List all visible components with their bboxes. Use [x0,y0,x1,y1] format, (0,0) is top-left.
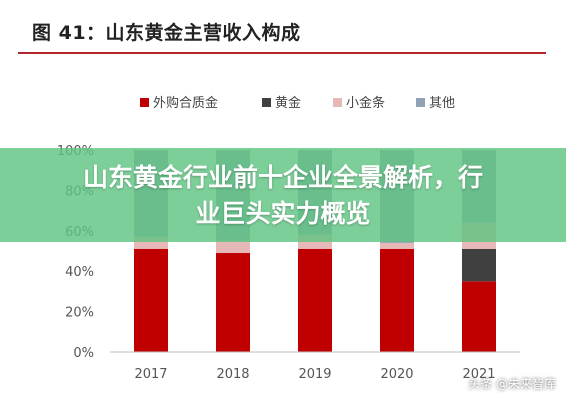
x-tick-label: 2020 [380,367,413,382]
headline-line-2: 业巨头实力概览 [195,199,371,228]
bar-segment [298,248,332,352]
bar-segment [462,281,496,352]
bar-segment [380,242,414,249]
legend-swatch [262,98,271,107]
x-tick-label: 2018 [216,367,249,382]
title-divider [18,52,546,54]
x-tick-label: 2019 [298,367,331,382]
x-axis: 2017 2018 2019 2020 2021 [134,367,495,382]
headline-text[interactable]: 山东黄金行业前十企业全景解析，行 业巨头实力概览 [0,160,566,232]
x-tick-label: 2017 [134,367,167,382]
y-tick-label: 40% [65,265,94,280]
bar-segment [380,248,414,352]
y-tick-label: 20% [65,306,94,321]
figure-title: 图 41：山东黄金主营收入构成 [32,22,301,44]
bar-segment [216,253,250,352]
headline-banner [0,148,566,242]
headline-line-1: 山东黄金行业前十企业全景解析，行 [82,163,483,192]
bar-segment [134,248,168,352]
chart-legend: 外购合质金 黄金 小金条 其他 [140,95,455,111]
source-watermark: 头条 @未来智库 [468,377,556,391]
legend-label: 黄金 [275,95,301,111]
legend-label: 外购合质金 [153,95,218,111]
x-tick-label: 2021 [462,367,495,382]
legend-swatch [140,98,149,107]
bar-segment [462,248,496,282]
y-tick-label: 0% [73,346,94,361]
legend-label: 小金条 [346,95,385,111]
bar-segment [216,240,250,254]
legend-swatch [416,98,425,107]
legend-label: 其他 [429,96,455,111]
legend-swatch [333,98,342,107]
